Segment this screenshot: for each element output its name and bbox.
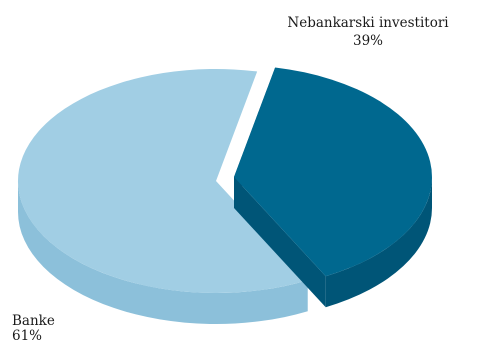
pie-slice-wall: [325, 177, 432, 308]
slice-label-nebankarski: Nebankarski investitori: [287, 15, 449, 31]
pie-slice-banke: [17, 68, 308, 324]
pie-slice-top: [17, 68, 308, 293]
slice-value-banke: 61%: [12, 328, 42, 344]
pie-slice-top: [234, 67, 432, 277]
slice-value-nebankarski: 39%: [353, 33, 383, 49]
pie-slice-nebankarski-investitori: [234, 67, 432, 308]
slice-label-banke: Banke: [12, 313, 55, 329]
pie-slice-cut-face-2: [234, 177, 326, 308]
pie-slice-wall: [18, 181, 308, 324]
